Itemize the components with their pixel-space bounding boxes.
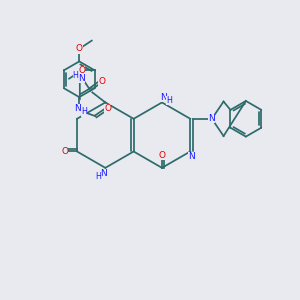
Text: N: N: [188, 152, 195, 161]
Text: N: N: [208, 114, 214, 123]
Text: N: N: [78, 74, 85, 82]
Text: O: O: [61, 147, 68, 156]
Text: H: H: [73, 70, 79, 80]
Text: H: H: [167, 96, 172, 105]
Text: H: H: [81, 107, 87, 116]
Text: H: H: [96, 172, 101, 181]
Text: O: O: [158, 151, 166, 160]
Text: O: O: [98, 77, 105, 86]
Text: O: O: [78, 66, 85, 75]
Text: N: N: [160, 93, 167, 102]
Text: N: N: [74, 104, 81, 113]
Text: O: O: [76, 44, 83, 53]
Text: O: O: [104, 104, 111, 113]
Text: N: N: [100, 169, 107, 178]
